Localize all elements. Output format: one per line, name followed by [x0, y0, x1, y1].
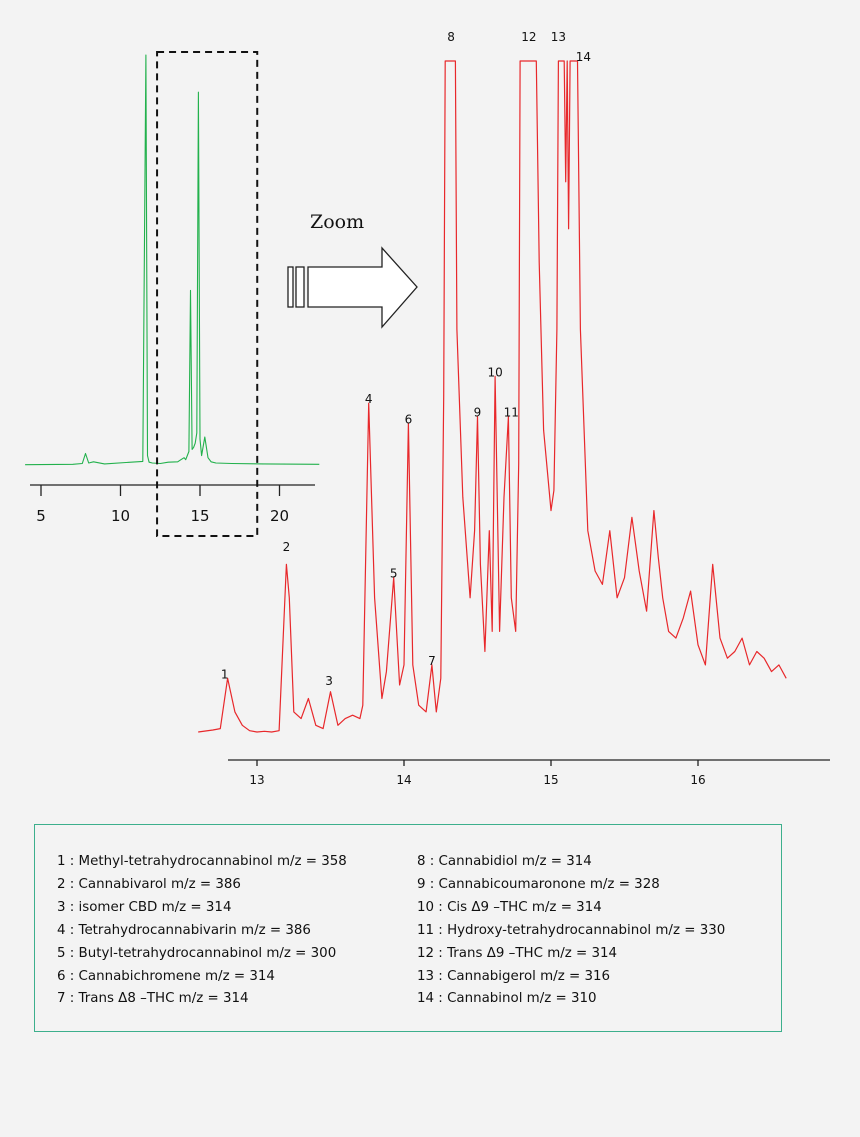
peak-label-8: 8 — [447, 30, 455, 44]
legend-item-4: 4 : Tetrahydrocannabivarin m/z = 386 — [57, 922, 311, 938]
peak-label-9: 9 — [474, 406, 482, 420]
peak-label-3: 3 — [325, 674, 333, 688]
peak-label-4: 4 — [365, 392, 373, 406]
peak-label-6: 6 — [405, 412, 413, 426]
zoom-x-tick-label: 14 — [396, 773, 411, 787]
legend-item-12: 12 : Trans Δ9 –THC m/z = 314 — [417, 945, 618, 961]
legend-item-6: 6 : Cannabichromene m/z = 314 — [57, 968, 275, 984]
zoom-arrow-bar-1 — [287, 266, 294, 308]
zoom-arrow-bar-2 — [295, 266, 305, 308]
zoom-label: Zoom — [310, 211, 364, 233]
overview-x-ticks: 5 10 15 20 — [36, 485, 289, 525]
peak-label-7: 7 — [428, 654, 436, 668]
peak-label-1: 1 — [221, 667, 229, 681]
overview-series-line — [25, 54, 320, 466]
zoom-window-box — [156, 51, 259, 537]
peak-label-12: 12 — [521, 30, 536, 44]
overview-x-tick-label: 15 — [190, 507, 209, 525]
legend-item-1: 1 : Methyl-tetrahydrocannabinol m/z = 35… — [57, 854, 347, 869]
peak-label-10: 10 — [487, 365, 502, 379]
zoom-x-tick-label: 15 — [543, 773, 558, 787]
zoom-arrow-body — [307, 246, 418, 329]
peak-label-2: 2 — [283, 540, 291, 554]
overview-x-tick-label: 10 — [111, 507, 130, 525]
legend-item-11: 11 : Hydroxy-tetrahydrocannabinol m/z = … — [417, 922, 726, 938]
legend-item-10: 10 : Cis Δ9 –THC m/z = 314 — [417, 899, 602, 915]
legend-item-13: 13 : Cannabigerol m/z = 316 — [417, 968, 611, 984]
legend-item-3: 3 : isomer CBD m/z = 314 — [57, 899, 232, 915]
peak-label-13: 13 — [551, 30, 566, 44]
peak-label-11: 11 — [504, 406, 519, 420]
legend-item-9: 9 : Cannabicoumaronone m/z = 328 — [417, 876, 660, 892]
zoom-x-ticks: 13 14 15 16 — [249, 760, 706, 787]
overview-x-tick-label: 5 — [36, 507, 46, 525]
legend-item-14: 14 : Cannabinol m/z = 310 — [417, 991, 597, 1007]
peak-label-14: 14 — [576, 50, 591, 64]
zoom-x-tick-label: 13 — [249, 773, 264, 787]
overview-x-tick-label: 20 — [270, 507, 289, 525]
legend-column-right: 8 : Cannabidiol m/z = 314 9 : Cannabicou… — [417, 851, 725, 1011]
zoom-arrow: Zoom — [287, 211, 418, 329]
peak-label-5: 5 — [390, 567, 398, 581]
legend-item-7: 7 : Trans Δ8 –THC m/z = 314 — [57, 991, 249, 1007]
zoom-x-tick-label: 16 — [690, 773, 705, 787]
legend-item-2: 2 : Cannabivarol m/z = 386 — [57, 876, 241, 892]
overview-chart: 5 10 15 20 — [25, 51, 320, 537]
compound-legend: 1 : Methyl-tetrahydrocannabinol m/z = 35… — [34, 824, 782, 1032]
legend-item-5: 5 : Butyl-tetrahydrocannabinol m/z = 300 — [57, 945, 337, 961]
zoom-series-line — [198, 60, 787, 733]
legend-column-left: 1 : Methyl-tetrahydrocannabinol m/z = 35… — [57, 851, 347, 1011]
legend-item-8: 8 : Cannabidiol m/z = 314 — [417, 854, 592, 869]
